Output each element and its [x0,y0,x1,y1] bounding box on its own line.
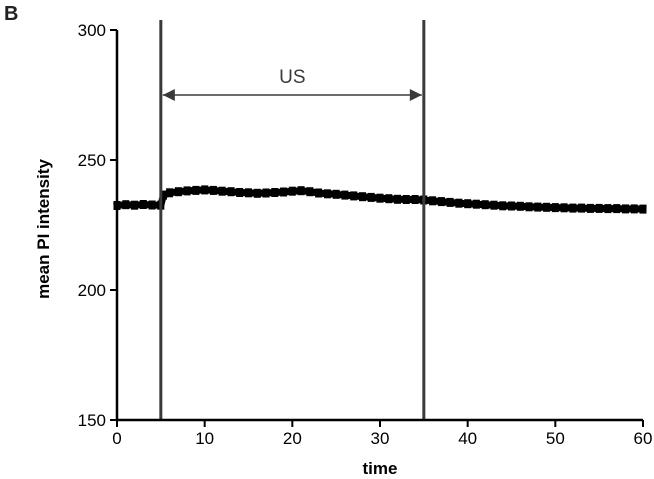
data-point [569,203,577,213]
data-point [595,203,603,213]
y-axis-title: mean PI intensity [34,159,53,299]
data-point [139,200,147,209]
data-point [411,195,419,204]
data-point [183,186,191,196]
data-point [499,201,507,211]
y-tick-label: 300 [78,21,106,40]
data-point [122,200,130,210]
data-point [288,186,296,196]
data-point [253,188,261,198]
data-point [341,190,349,200]
data-point [201,185,209,195]
x-tick-label: 50 [546,429,565,448]
y-tick-label: 200 [78,281,106,300]
data-point [446,197,454,207]
x-tick-label: 0 [112,429,121,448]
x-tick-label: 10 [195,429,214,448]
data-point [262,188,270,198]
data-point [315,188,323,198]
vertical-markers [159,20,426,420]
data-point [148,200,156,210]
data-point [359,192,366,202]
data-point [551,203,559,213]
data-point [271,188,279,197]
data-point [245,188,252,198]
data-point [236,188,244,197]
x-ticks: 0 10 20 30 40 50 60 [112,420,652,448]
data-point [613,204,621,214]
data-point [578,203,586,213]
data-point [367,192,375,202]
x-tick-label: 60 [634,429,653,448]
y-tick-label: 150 [78,411,106,430]
data-point [525,202,533,212]
data-point [166,188,174,198]
data-point [280,187,288,197]
data-point [464,199,472,209]
data-point [639,204,647,214]
data-point [192,185,200,195]
span-annotation: US [162,67,422,101]
data-point [455,198,463,208]
data-point [323,189,331,199]
panel-label: B [4,3,18,25]
y-tick-label: 250 [78,151,106,170]
data-point [306,187,314,197]
x-tick-label: 40 [458,429,477,448]
y-ticks: 150 200 250 300 [78,21,117,430]
data-point [218,186,226,196]
data-point [534,202,542,212]
data-point [604,204,612,214]
data-point [630,204,638,214]
data-point [437,197,445,207]
data-point [402,195,410,204]
data-point [160,190,167,200]
x-tick-label: 20 [283,429,302,448]
data-point [350,191,358,201]
data-point [332,189,340,199]
data-point [429,196,437,206]
x-tick-label: 30 [371,429,390,448]
data-point [376,193,384,203]
series-layer [113,185,647,214]
data-point [490,200,498,210]
data-point [481,200,489,210]
data-point [586,203,594,213]
data-point [297,186,305,196]
data-point [209,185,217,195]
data-point [508,201,515,211]
data-point [385,194,393,204]
data-point [394,194,401,204]
arrowhead-right [409,89,422,101]
data-point [227,187,235,197]
arrowhead-left [162,89,175,101]
data-point [622,204,629,214]
span-label: US [279,67,305,88]
data-point [472,199,480,209]
x-axis-title: time [363,459,398,478]
data-point [560,203,568,213]
data-point [516,201,524,211]
data-point [131,200,138,210]
data-point [174,187,182,197]
data-point [543,202,551,212]
